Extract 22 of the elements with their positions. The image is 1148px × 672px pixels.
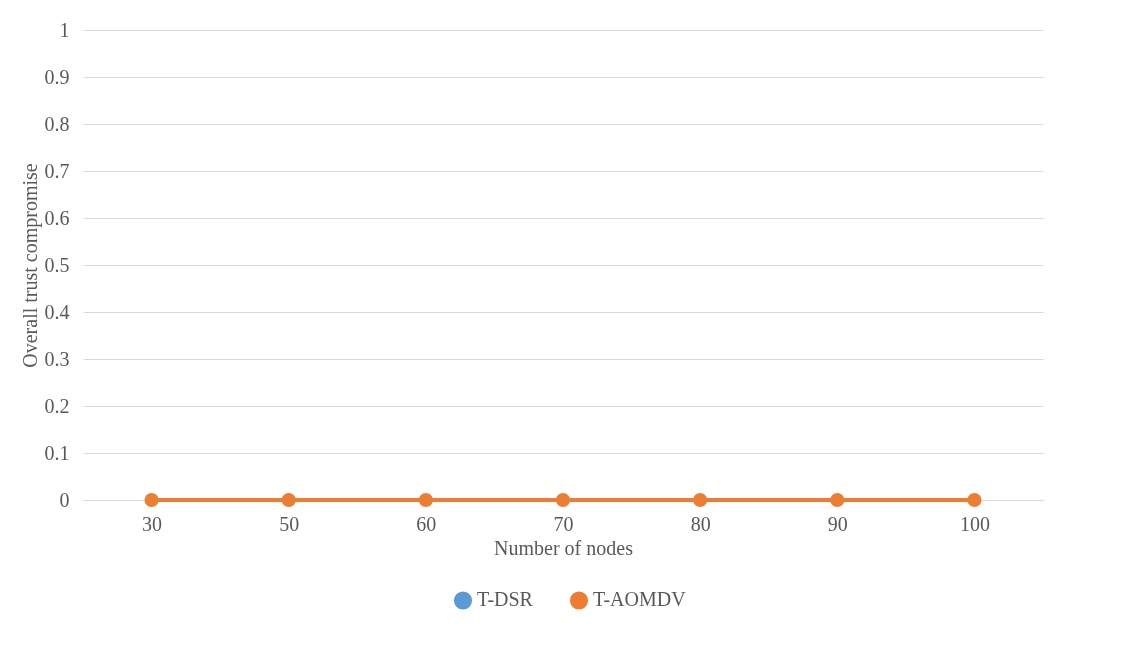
x-tick-label: 50: [279, 512, 300, 535]
x-tick-label: 30: [142, 512, 163, 535]
x-tick-label: 80: [690, 512, 711, 535]
y-tick-label: 0.3: [44, 347, 70, 370]
legend-label: T-DSR: [477, 588, 534, 611]
x-tick-label: 60: [416, 512, 437, 535]
x-tick-label: 100: [959, 512, 990, 535]
y-tick-label: 0.6: [44, 206, 70, 229]
y-tick-label: 0.7: [44, 159, 70, 182]
y-tick-label: 0.4: [44, 300, 70, 323]
y-axis-title: Overall trust compromise: [18, 163, 42, 368]
x-axis-title: Number of nodes: [494, 536, 634, 559]
y-tick-label: 0.5: [44, 253, 70, 276]
legend-label: T-AOMDV: [593, 588, 687, 611]
y-tick-label: 0.9: [44, 65, 70, 88]
y-tick-label: 1: [59, 18, 70, 41]
y-tick-label: 0.1: [44, 441, 70, 464]
y-tick-label: 0: [59, 488, 70, 511]
x-tick-label: 90: [827, 512, 848, 535]
y-tick-label: 0.8: [44, 112, 70, 135]
y-tick-label: 0.2: [44, 394, 70, 417]
x-tick-label: 70: [553, 512, 574, 535]
